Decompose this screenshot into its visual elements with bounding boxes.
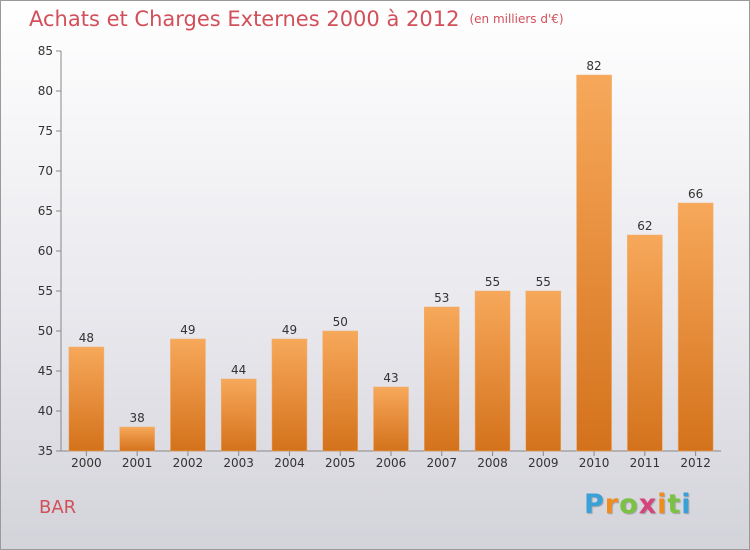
bar-value-label: 82 (586, 59, 601, 73)
bar-value-label: 50 (333, 315, 348, 329)
x-tick-label: 2008 (477, 456, 508, 470)
bar-value-label: 55 (536, 275, 551, 289)
bar-2005 (322, 330, 358, 452)
x-tick-label: 2010 (579, 456, 610, 470)
bar-2004 (271, 338, 308, 452)
bar-2011 (627, 234, 663, 452)
y-tick-label: 45 (38, 364, 53, 378)
bar-2001 (119, 426, 155, 452)
bar-value-label: 38 (130, 411, 145, 425)
x-tick-label: 2007 (426, 456, 457, 470)
chart-axes: 35 40 45 50 55 60 65 70 75 80 85 2000 2001 2002 2003 20… (38, 44, 721, 470)
bar-2006 (373, 386, 409, 452)
y-tick-label: 55 (38, 284, 53, 298)
y-tick-label: 60 (38, 244, 53, 258)
bar-value-label: 53 (434, 291, 449, 305)
x-tick-label: 2004 (274, 456, 305, 470)
y-tick-label: 75 (38, 124, 53, 138)
y-tick-label: 80 (38, 84, 53, 98)
bar-2007 (424, 306, 460, 452)
x-tick-label: 2006 (376, 456, 407, 470)
bar-value-label: 44 (231, 363, 246, 377)
bar-2003 (220, 378, 257, 452)
chart-bars: 48 38 49 44 49 50 43 53 55 55 82 62 66 (68, 59, 714, 452)
bar-value-label: 48 (79, 331, 94, 345)
proxiti-logo: Proxiti (584, 489, 692, 520)
bar-2002 (170, 338, 206, 452)
x-tick-label: 2002 (173, 456, 204, 470)
y-tick-label: 50 (38, 324, 53, 338)
y-tick-label: 70 (38, 164, 53, 178)
bar-2012 (677, 202, 714, 452)
bar-value-label: 55 (485, 275, 500, 289)
chart-title-text: Achats et Charges Externes 2000 à 2012 (29, 7, 460, 31)
bar-value-label: 66 (688, 187, 703, 201)
bar-value-label: 62 (637, 219, 652, 233)
y-tick-label: 65 (38, 204, 53, 218)
chart-unit: (en milliers d'€) (469, 12, 564, 26)
x-tick-label: 2012 (680, 456, 711, 470)
bar-2010 (576, 74, 612, 452)
y-tick-label: 85 (38, 44, 53, 58)
bar-2000 (68, 346, 105, 452)
x-tick-label: 2001 (122, 456, 153, 470)
y-tick-label: 40 (38, 404, 53, 418)
x-tick-label: 2005 (325, 456, 356, 470)
chart-title: Achats et Charges Externes 2000 à 2012 (e… (29, 7, 564, 31)
place-name: BAR (39, 497, 77, 518)
bar-value-label: 49 (180, 323, 195, 337)
bar-2009 (525, 290, 562, 452)
x-tick-label: 2003 (223, 456, 254, 470)
x-tick-label: 2009 (528, 456, 559, 470)
x-tick-label: 2011 (630, 456, 661, 470)
bar-2008 (474, 290, 511, 452)
bar-value-label: 43 (383, 371, 398, 385)
bar-value-label: 49 (282, 323, 297, 337)
x-tick-label: 2000 (71, 456, 102, 470)
y-tick-label: 35 (38, 444, 53, 458)
